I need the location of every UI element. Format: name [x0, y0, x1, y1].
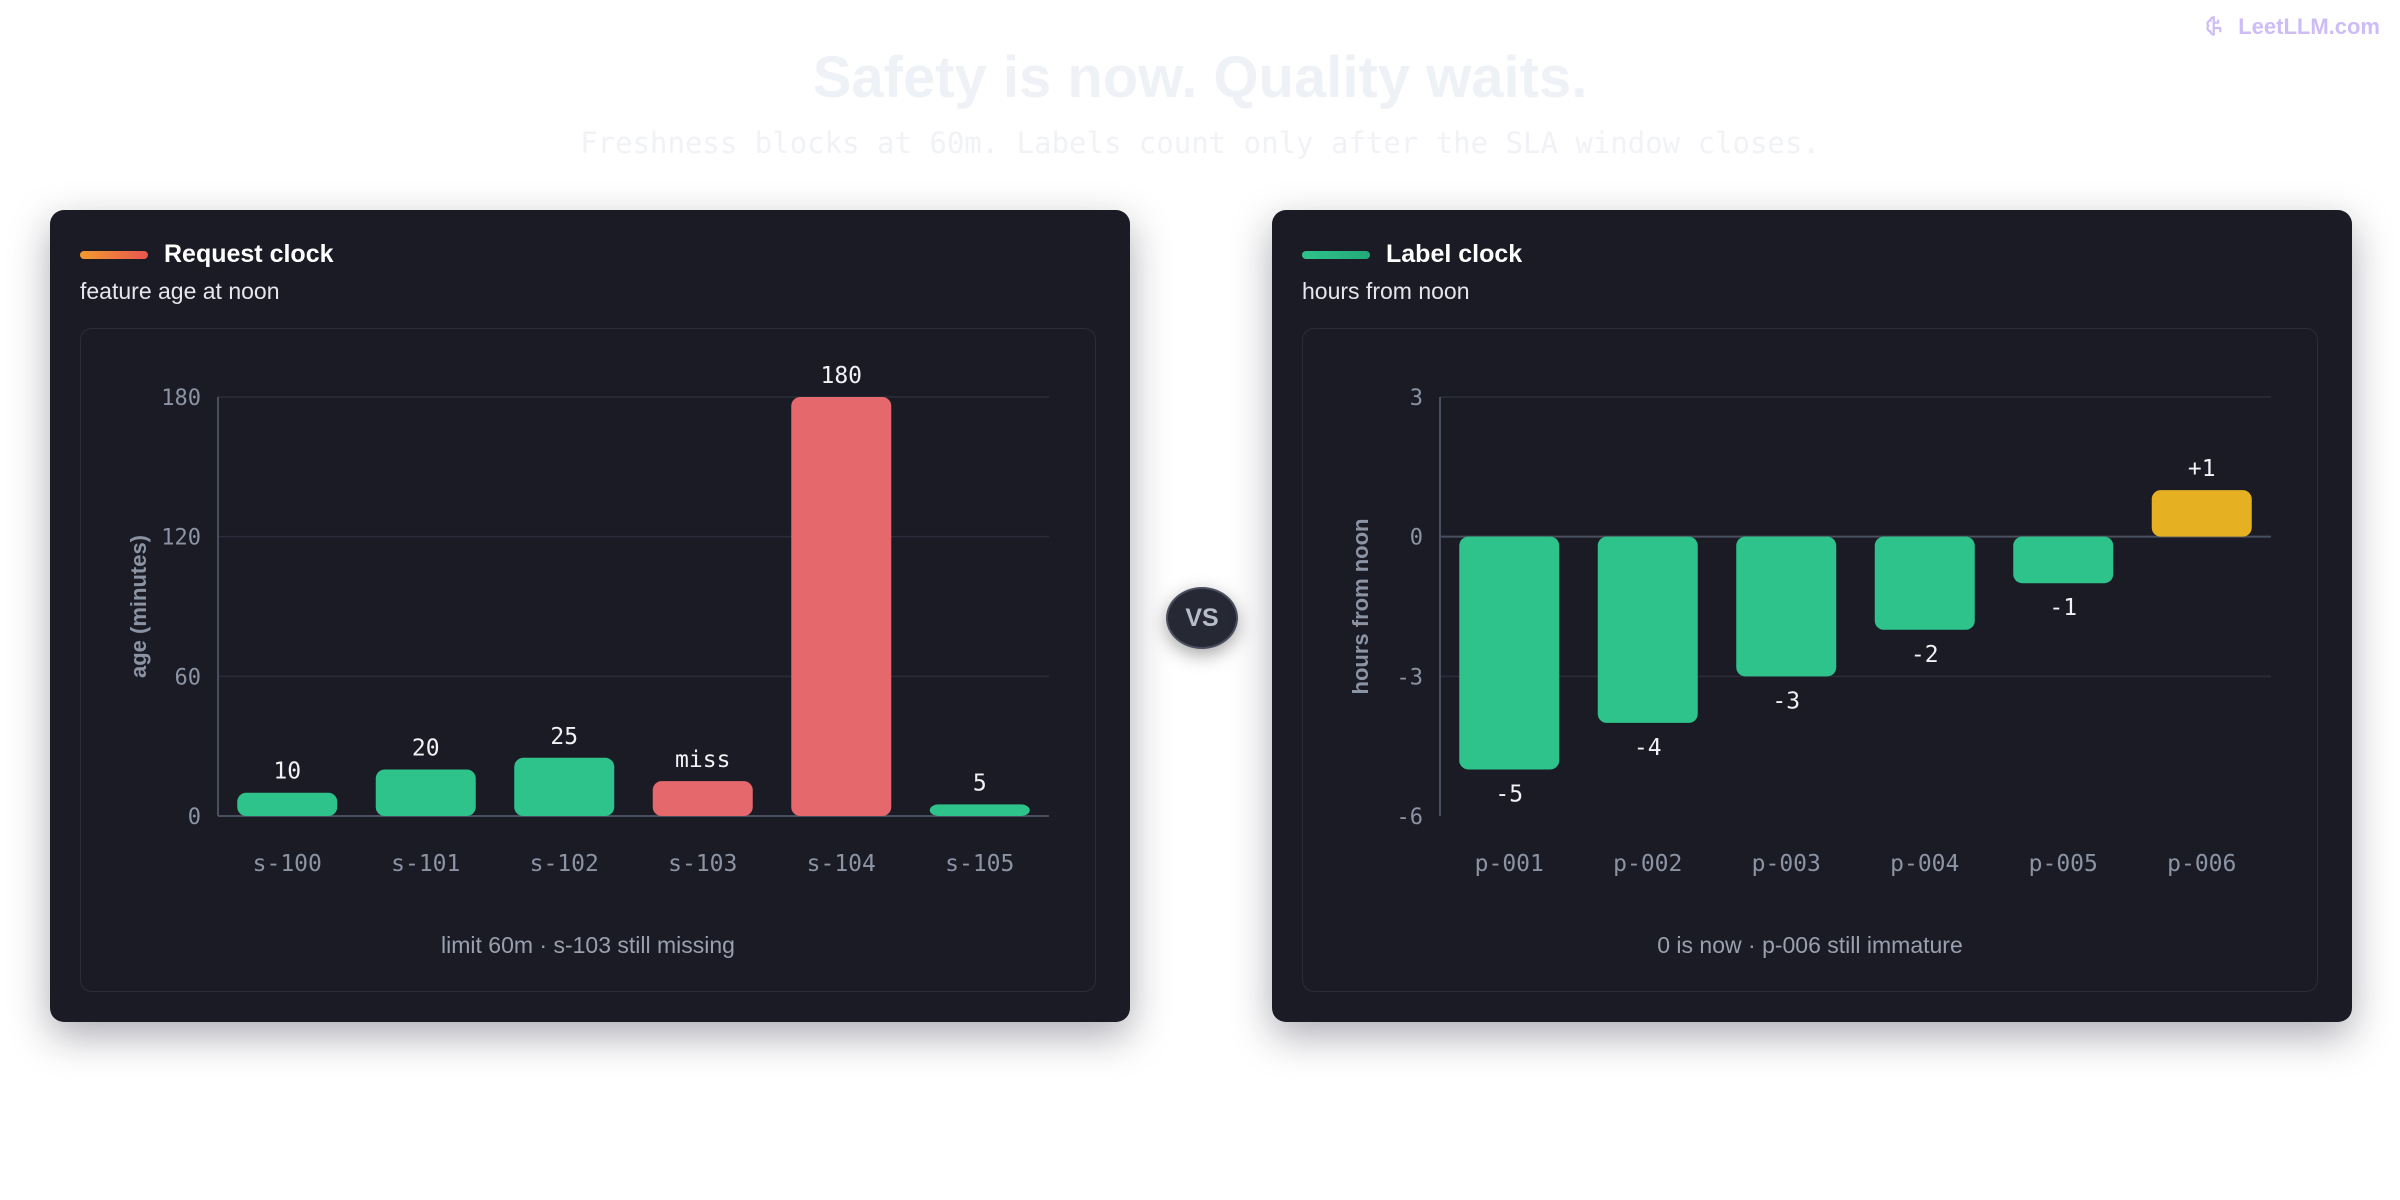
panel-header: Label clock	[1302, 240, 1522, 269]
x-tick-label: p-004	[1890, 851, 1959, 877]
data-label: -1	[2049, 595, 2077, 621]
data-label: 25	[550, 724, 578, 750]
page-subtitle: Freshness blocks at 60m. Labels count on…	[580, 126, 1820, 160]
x-tick-label: s-103	[668, 851, 737, 877]
legend-swatch	[1302, 250, 1370, 259]
chart-note: 0 is now · p-006 still immature	[1657, 932, 1963, 958]
x-tick-label: s-105	[945, 851, 1014, 877]
brain-icon	[2206, 16, 2222, 36]
x-tick-label: s-102	[530, 851, 599, 877]
y-tick-label: 120	[161, 526, 201, 551]
brand-name: LeetLLM.com	[2238, 14, 2380, 39]
x-tick-label: p-006	[2167, 851, 2236, 877]
y-tick-label: 60	[175, 665, 202, 690]
data-label: 10	[273, 759, 301, 785]
data-label: -5	[1495, 781, 1523, 807]
bar-p-003	[1736, 536, 1837, 677]
panel-subtitle: feature age at noon	[80, 278, 280, 304]
y-tick-label: -3	[1397, 665, 1424, 690]
bar-s-105	[929, 804, 1030, 816]
y-tick-label: -6	[1397, 805, 1424, 830]
chart-note: limit 60m · s-103 still missing	[441, 932, 735, 958]
y-axis-label: hours from noon	[1348, 519, 1373, 695]
x-tick-label: p-002	[1613, 851, 1682, 877]
panel-header: Request clock	[80, 240, 334, 269]
data-label: 5	[973, 770, 987, 796]
vs-badge: VS	[1166, 587, 1238, 649]
data-label: +1	[2188, 456, 2216, 482]
label-clock-panel: Label clock hours from noon -6 -3 0 3 hours …	[1272, 210, 2352, 1022]
label-clock-chart: -6 -3 0 3 hours from noon -5 p-001 -4 p-002 -3 p-0…	[1348, 386, 2271, 877]
x-tick-label: p-001	[1475, 851, 1544, 877]
data-label: -4	[1634, 735, 1662, 761]
data-label: miss	[675, 747, 730, 773]
data-label: -2	[1911, 642, 1939, 668]
bar-s-100	[237, 792, 338, 816]
bar-s-102	[514, 757, 615, 816]
bar-p-004	[1874, 536, 1975, 630]
chart-frame: -6 -3 0 3 hours from noon -5 p-001 -4 p-002 -3 p-0…	[1302, 328, 2318, 992]
request-clock-chart: 0 60 120 180 age (minutes) 10 s-100 20 s-101 25 s-…	[126, 363, 1049, 877]
x-tick-label: p-005	[2029, 851, 2098, 877]
data-label: -3	[1772, 688, 1800, 714]
request-clock-panel: Request clock feature age at noon 0 60 120…	[50, 210, 1130, 1022]
bar-s-101	[375, 769, 476, 816]
y-tick-label: 0	[188, 805, 201, 830]
chart-frame: 0 60 120 180 age (minutes) 10 s-100 20 s-101 25 s-…	[80, 328, 1096, 992]
y-tick-label: 3	[1410, 386, 1423, 411]
panel-title: Request clock	[164, 240, 334, 268]
bar-p-001	[1459, 536, 1560, 770]
brand-logo[interactable]: LeetLLM.com	[2204, 14, 2380, 40]
x-tick-label: s-100	[253, 851, 322, 877]
legend-swatch	[80, 250, 148, 259]
bar-p-006	[2151, 490, 2252, 537]
bar-p-005	[2013, 536, 2114, 584]
data-label: 180	[820, 363, 862, 389]
bar-s-104	[791, 397, 892, 816]
panel-subtitle: hours from noon	[1302, 278, 1470, 304]
y-axis-label: age (minutes)	[126, 535, 151, 678]
x-tick-label: s-101	[391, 851, 460, 877]
data-label: 20	[412, 735, 440, 761]
bar-p-002	[1597, 536, 1698, 723]
x-tick-label: p-003	[1752, 851, 1821, 877]
page-title: Safety is now. Quality waits.	[812, 45, 1588, 110]
bar-s-103	[652, 781, 753, 816]
y-tick-label: 0	[1410, 526, 1423, 551]
x-tick-label: s-104	[807, 851, 876, 877]
panel-title: Label clock	[1386, 240, 1523, 268]
y-tick-label: 180	[161, 386, 201, 411]
